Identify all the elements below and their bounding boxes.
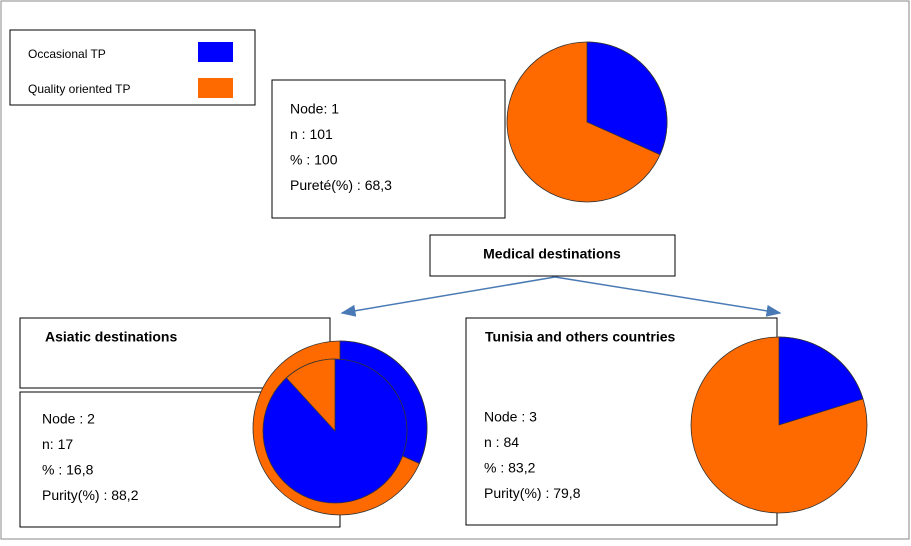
node-line: Node : 3 — [484, 409, 537, 425]
node-title: Tunisia and others countries — [485, 329, 676, 345]
legend: Occasional TP Quality oriented TP — [9, 29, 256, 106]
node-line: Pureté(%) : 68,3 — [290, 177, 392, 193]
node-line: Purity(%) : 88,2 — [42, 487, 139, 503]
node-text: Node : 3 n : 84 % : 83,2 Purity(%) : 79,8 — [484, 409, 581, 502]
pie-slice — [778, 336, 864, 426]
node-text: Node: 1 n : 101 % : 100 Pureté(%) : 68,3 — [290, 101, 392, 194]
node-line: n : 84 — [484, 434, 519, 450]
node-line: % : 100 — [290, 152, 338, 168]
node-line: Purity(%) : 79,8 — [484, 485, 581, 501]
node-line: n : 101 — [290, 126, 333, 142]
pie-slice — [586, 41, 668, 156]
node-line: % : 16,8 — [42, 462, 94, 478]
legend-swatch — [198, 78, 233, 98]
legend-swatch — [198, 42, 233, 62]
node-line: Node : 2 — [42, 411, 95, 427]
node-text: Node : 2 n: 17 % : 16,8 Purity(%) : 88,2 — [42, 411, 139, 504]
legend-label: Quality oriented TP — [28, 82, 131, 96]
node-line: Node: 1 — [290, 101, 339, 117]
arrow — [554, 276, 782, 317]
arrow — [340, 276, 556, 317]
split-label: Medical destinations — [483, 246, 621, 262]
node-line: % : 83,2 — [484, 460, 536, 476]
node-box — [271, 79, 506, 219]
legend-label: Occasional TP — [28, 47, 106, 61]
node-line: n: 17 — [42, 436, 73, 452]
node-title: Asiatic destinations — [45, 329, 177, 345]
split-box — [429, 234, 676, 277]
pie-slice — [285, 358, 336, 433]
